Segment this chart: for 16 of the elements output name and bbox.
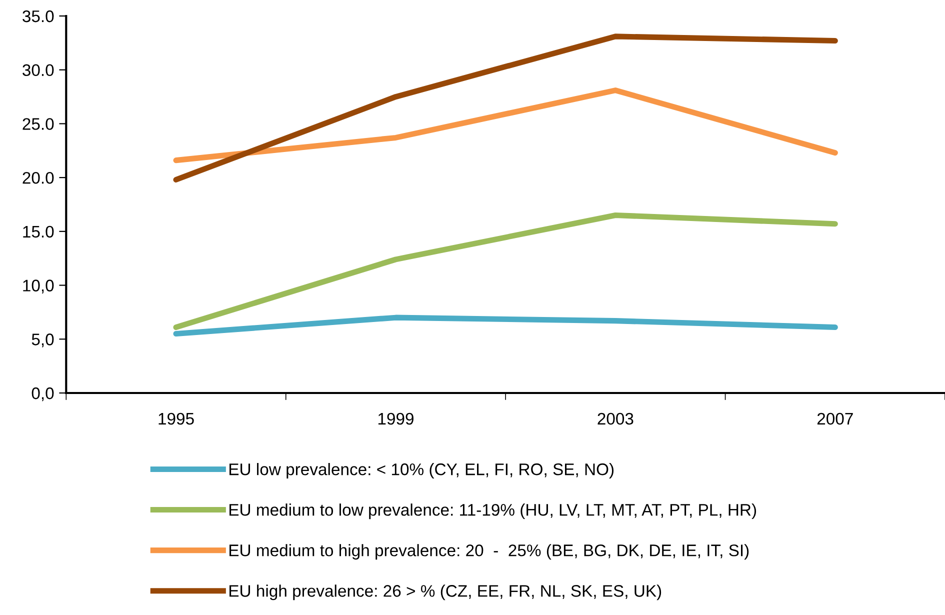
y-tick-label: 20.0 bbox=[22, 172, 54, 184]
y-tick-label: 5,0 bbox=[32, 334, 54, 348]
y-tick-label: 25.0 bbox=[22, 118, 54, 130]
x-tick-label: 1999 bbox=[378, 412, 414, 425]
legend-label: EU low prevalence: < 10% (CY, EL, FI, RO, SE, NO) bbox=[230, 462, 614, 479]
y-tick-label: 15.0 bbox=[23, 226, 54, 238]
y-tick-label: 0,0 bbox=[32, 387, 54, 402]
x-tick-label: 1995 bbox=[158, 412, 194, 425]
legend-label: EU medium to low prevalence: 11-19% (HU, LV, LT, MT, AT, PT, PL, HR) bbox=[230, 504, 756, 520]
legend-label: EU high prevalence: 26 > % (CZ, EE, FR, NL, SK, ES, UK) bbox=[230, 584, 662, 600]
y-tick-label: 10,0 bbox=[23, 280, 54, 294]
y-tick-label: 30.0 bbox=[22, 64, 54, 76]
x-tick-label: 2003 bbox=[598, 412, 634, 425]
legend-label: EU medium to high prevalence: 20 - 25% (BE, BG, DK, DE, IE, IT, SI) bbox=[230, 544, 749, 560]
x-tick-label: 2007 bbox=[817, 412, 853, 425]
y-tick-label: 35.0 bbox=[22, 10, 54, 22]
